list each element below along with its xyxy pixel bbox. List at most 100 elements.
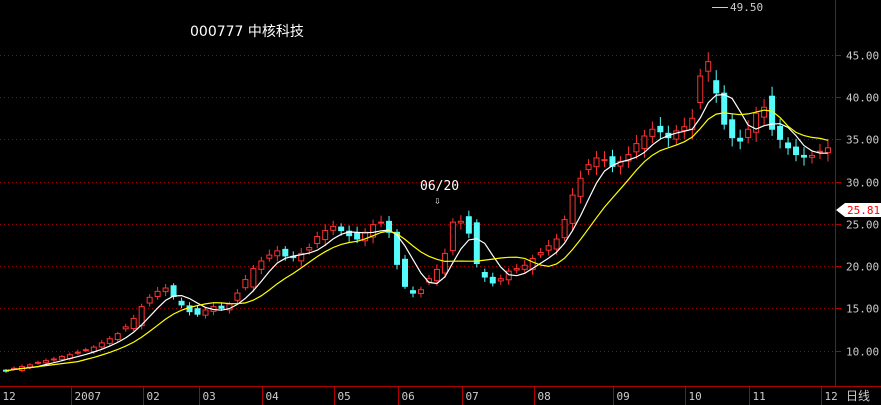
candle-body bbox=[737, 137, 744, 142]
candle-body bbox=[394, 231, 401, 265]
candle-body bbox=[26, 364, 33, 368]
current-price-badge bbox=[836, 203, 881, 217]
candle-body bbox=[705, 61, 712, 72]
time-tick-label: 2007 bbox=[75, 390, 102, 403]
candle-body bbox=[417, 289, 424, 295]
candle-body bbox=[114, 333, 121, 340]
price-tick-label: 15.00 bbox=[846, 303, 879, 316]
candle-body bbox=[529, 257, 536, 271]
candle-body bbox=[609, 156, 616, 167]
candle-body bbox=[282, 248, 289, 257]
candle-body bbox=[489, 276, 496, 284]
chart-title: 000777 中核科技 bbox=[190, 24, 304, 40]
candle-body bbox=[761, 106, 768, 118]
candle-body bbox=[729, 119, 736, 139]
candle-body bbox=[457, 220, 464, 224]
candle-body bbox=[122, 326, 129, 330]
date-annotation-arrow-icon: ⇩ bbox=[434, 194, 441, 207]
candle-body bbox=[162, 287, 169, 293]
candle-body bbox=[521, 264, 528, 270]
candle-body bbox=[74, 351, 81, 354]
current-price-marker: 25.81 bbox=[836, 203, 881, 217]
candle-body bbox=[785, 142, 792, 149]
moving-average-lines bbox=[5, 93, 829, 372]
price-gridlines bbox=[0, 55, 835, 352]
candle-body bbox=[154, 290, 161, 298]
candle-body bbox=[298, 252, 305, 262]
candle-body bbox=[561, 219, 568, 239]
time-tick-label: 12 bbox=[825, 390, 838, 403]
candle-body bbox=[673, 130, 680, 140]
candle-body bbox=[42, 360, 49, 364]
candle-body bbox=[633, 143, 640, 153]
price-axis: 10.00 15.00 20.00 25.00 30.00 35.00 40.00 45.00 bbox=[835, 50, 879, 359]
time-tick-label: 11 bbox=[753, 390, 766, 403]
price-tick-label: 10.00 bbox=[846, 346, 879, 359]
candle-body bbox=[234, 292, 241, 301]
candlesticks bbox=[3, 52, 831, 373]
candle-body bbox=[346, 230, 353, 237]
candle-body bbox=[617, 160, 624, 167]
period-label[interactable]: 日线 bbox=[846, 389, 870, 403]
candle-body bbox=[585, 164, 592, 171]
candle-body bbox=[130, 317, 137, 330]
current-price-label: 25.81 bbox=[847, 204, 880, 217]
candle-body bbox=[649, 128, 656, 137]
candle-body bbox=[194, 308, 201, 315]
candle-body bbox=[409, 290, 416, 294]
candle-body bbox=[202, 309, 209, 316]
price-tick-label: 45.00 bbox=[846, 50, 879, 63]
peak-price-label: 49.50 bbox=[730, 1, 763, 14]
candle-body bbox=[82, 349, 89, 352]
candle-body bbox=[322, 230, 329, 241]
candle-body bbox=[641, 135, 648, 150]
candle-body bbox=[801, 154, 807, 158]
candle-body bbox=[824, 147, 831, 154]
candle-body bbox=[402, 258, 408, 287]
candle-body bbox=[330, 225, 337, 231]
candle-body bbox=[146, 296, 153, 304]
candle-body bbox=[250, 268, 257, 288]
time-tick-label: 09 bbox=[617, 390, 630, 403]
candle-body bbox=[218, 305, 225, 309]
candle-body bbox=[681, 126, 688, 132]
time-tick-label: 12 bbox=[3, 390, 16, 403]
time-axis: 12 2007 02 03 04 05 06 07 08 09 10 11 12 bbox=[3, 386, 838, 405]
candle-body bbox=[553, 238, 560, 250]
candle-body bbox=[593, 157, 600, 168]
candle-body bbox=[793, 146, 800, 156]
candle-body bbox=[314, 235, 321, 245]
candle-body bbox=[481, 271, 488, 278]
time-tick-label: 04 bbox=[266, 390, 280, 403]
candle-body bbox=[178, 300, 185, 306]
candle-body bbox=[569, 194, 576, 224]
candle-body bbox=[98, 342, 105, 348]
candle-body bbox=[306, 246, 313, 251]
candle-body bbox=[50, 358, 57, 361]
candle-body bbox=[34, 361, 41, 364]
candle-body bbox=[777, 125, 784, 140]
candle-body bbox=[601, 159, 608, 162]
candle-body bbox=[713, 80, 720, 94]
candle-body bbox=[441, 252, 448, 274]
date-annotation: 06/20 bbox=[420, 179, 459, 194]
price-tick-label: 25.00 bbox=[846, 219, 879, 232]
time-tick-label: 06 bbox=[402, 390, 415, 403]
candle-body bbox=[697, 75, 704, 104]
candle-body bbox=[386, 220, 393, 233]
candle-body bbox=[625, 154, 632, 162]
candle-body bbox=[537, 252, 544, 256]
candle-body bbox=[266, 254, 273, 259]
candle-body bbox=[545, 245, 552, 251]
candle-body bbox=[378, 221, 385, 224]
ma-line-ma10 bbox=[5, 109, 829, 372]
time-tick-label: 08 bbox=[538, 390, 551, 403]
candle-body bbox=[258, 260, 265, 270]
candle-body bbox=[106, 338, 113, 344]
time-tick-label: 02 bbox=[147, 390, 160, 403]
candle-body bbox=[242, 279, 249, 289]
candle-body bbox=[497, 278, 504, 282]
candle-body bbox=[465, 216, 472, 234]
candle-body bbox=[354, 232, 361, 240]
